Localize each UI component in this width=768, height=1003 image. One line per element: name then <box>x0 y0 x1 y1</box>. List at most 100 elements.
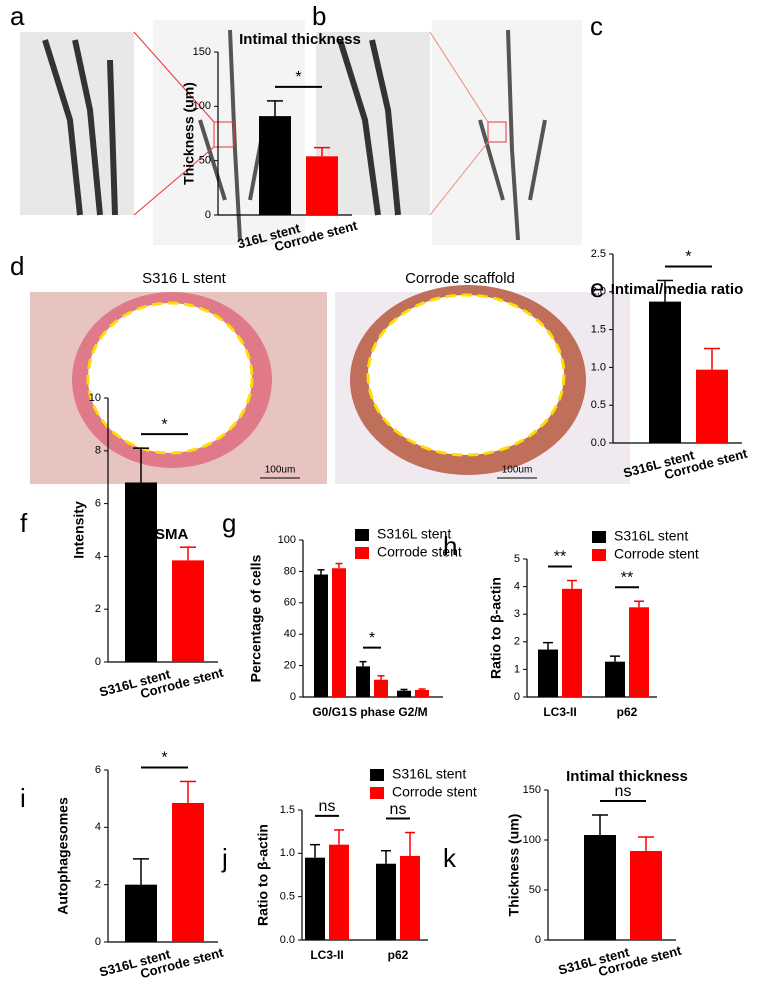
bar <box>332 568 346 697</box>
y-tick-label: 5 <box>514 553 520 565</box>
panel-label: d <box>10 251 24 281</box>
y-tick-label: 4 <box>95 821 101 833</box>
panel-label: a <box>10 1 25 31</box>
legend-label: Corrode stent <box>392 784 477 800</box>
y-tick-label: 0 <box>95 936 101 948</box>
y-tick-label: 0 <box>205 209 211 221</box>
y-axis-label: Thickness (um) <box>506 814 522 917</box>
y-axis-label: Intensity <box>71 501 87 559</box>
y-tick-label: 2 <box>95 603 101 615</box>
x-tick-label: G2/M <box>398 705 427 719</box>
y-tick-label: 1.5 <box>280 804 295 816</box>
bar <box>259 116 291 215</box>
y-tick-label: 20 <box>284 660 296 672</box>
y-axis-label: Percentage of cells <box>248 554 264 682</box>
x-tick-label: G0/G1 <box>312 705 348 719</box>
legend-label: Corrode stent <box>377 544 462 560</box>
y-tick-label: 100 <box>193 100 211 112</box>
vessel <box>478 29 547 241</box>
legend-swatch <box>592 531 606 543</box>
y-tick-label: 2.0 <box>591 286 606 298</box>
y-tick-label: 150 <box>523 784 541 796</box>
x-tick-label: S phase <box>349 705 395 719</box>
significance-label: ** <box>554 549 566 566</box>
bar <box>630 851 662 940</box>
outline <box>366 293 566 457</box>
bar <box>629 607 649 697</box>
y-tick-label: 0.0 <box>280 934 295 946</box>
y-tick-label: 1 <box>514 663 520 675</box>
bar <box>172 560 204 662</box>
significance-label: ns <box>615 783 632 800</box>
y-tick-label: 6 <box>95 498 101 510</box>
panel-label: f <box>20 508 28 538</box>
chart-title: Intimal thickness <box>566 768 688 785</box>
bar <box>306 156 338 215</box>
scale-label: 100um <box>502 465 533 476</box>
y-tick-label: 50 <box>199 155 211 167</box>
chart-title: Intimal thickness <box>239 31 361 48</box>
image-caption: Corrode scaffold <box>405 270 515 287</box>
y-tick-label: 4 <box>514 581 520 593</box>
legend-swatch <box>355 547 369 559</box>
image-caption: S316 L stent <box>142 270 227 287</box>
significance-label: * <box>685 249 691 266</box>
y-tick-label: 4 <box>95 550 101 562</box>
bar <box>400 855 420 940</box>
significance-label: * <box>295 69 301 86</box>
lumen <box>88 303 252 453</box>
roi-box <box>213 121 235 148</box>
x-tick-label: p62 <box>388 948 409 962</box>
x-tick-label: p62 <box>617 705 638 719</box>
panel-label: g <box>222 508 236 538</box>
legend-label: S316L stent <box>392 766 466 782</box>
bar <box>376 863 396 940</box>
y-tick-label: 100 <box>278 534 296 546</box>
bar <box>374 679 388 697</box>
bar <box>356 666 370 697</box>
y-tick-label: 100 <box>523 834 541 846</box>
legend-swatch <box>592 549 606 561</box>
y-tick-label: 6 <box>95 764 101 776</box>
lumen <box>368 295 564 455</box>
y-tick-label: 2 <box>514 636 520 648</box>
y-tick-label: 60 <box>284 597 296 609</box>
y-tick-label: 3 <box>514 608 520 620</box>
y-tick-label: 10 <box>89 392 101 404</box>
significance-label: * <box>369 630 375 647</box>
panel-label: c <box>590 11 603 41</box>
y-axis-label: Ratio to β-actin <box>255 824 271 926</box>
y-axis-label: Autophagesomes <box>55 797 71 915</box>
panel-label: i <box>20 783 26 813</box>
y-tick-label: 150 <box>193 46 211 58</box>
y-tick-label: 50 <box>529 884 541 896</box>
y-tick-label: 1.5 <box>591 324 606 336</box>
significance-label: ** <box>621 569 633 586</box>
bar <box>397 690 411 697</box>
y-axis-label: Thickness (um) <box>181 82 197 185</box>
connector <box>133 31 215 123</box>
y-tick-label: 80 <box>284 565 296 577</box>
legend-label: S316L stent <box>614 528 688 544</box>
bar <box>584 835 616 940</box>
significance-label: * <box>161 750 167 767</box>
connector <box>133 146 215 216</box>
x-tick-label: LC3-II <box>543 705 576 719</box>
bar <box>562 588 582 697</box>
significance-label: ns <box>319 798 336 815</box>
y-axis-label: Ratio to β-actin <box>488 577 504 679</box>
bar <box>329 844 349 940</box>
y-tick-label: 2 <box>95 879 101 891</box>
legend-swatch <box>370 769 384 781</box>
bar <box>538 649 558 697</box>
legend-label: S316L stent <box>377 526 451 542</box>
panel-label: j <box>221 843 228 873</box>
bar <box>305 857 325 940</box>
y-tick-label: 8 <box>95 445 101 457</box>
panel-label: b <box>312 1 326 31</box>
significance-label: * <box>161 416 167 433</box>
roi-box <box>487 121 507 143</box>
y-tick-label: 0.5 <box>591 399 606 411</box>
connector <box>429 31 489 123</box>
y-tick-label: 1.0 <box>280 847 295 859</box>
